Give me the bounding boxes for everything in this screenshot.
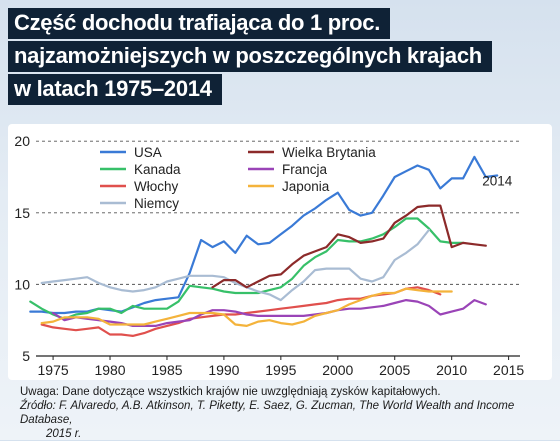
legend-label: Francja [282,162,328,177]
annotation-2014: 2014 [482,174,513,189]
legend-label: Kanada [134,162,181,177]
x-tick-label: 2000 [322,362,353,378]
x-tick-label: 1975 [38,362,69,378]
source-text: Źródło: F. Alvaredo, A.B. Atkinson, T. P… [20,400,515,426]
y-tick-label: 20 [14,133,30,149]
series-line-kanada [29,217,465,320]
title-line-1: Część dochodu trafiająca do 1 proc. [8,8,391,39]
title-line-2: najzamożniejszych w poszczególnych kraja… [8,41,492,72]
chart-panel: 5 10 15 20 1975 1980 1985 1990 1995 2000 2005 2010 2… [8,124,552,380]
series-line-wielka-brytania [211,204,487,289]
x-tick-label: 2005 [379,362,410,378]
x-tick-label: 2015 [493,362,524,378]
footnotes: Uwaga: Dane dotyczące wszystkich krajów … [20,385,550,441]
legend-label: Wielka Brytania [282,145,376,160]
x-tick-label: 1995 [265,362,296,378]
title-line-3: w latach 1975–2014 [8,74,222,105]
x-tick-label: 1990 [208,362,239,378]
line-chart: 5 10 15 20 1975 1980 1985 1990 1995 2000 2005 2010 2… [14,133,524,378]
legend-label: Włochy [134,179,179,194]
legend-label: Japonia [282,179,330,194]
source-year: 2015 r. [46,428,82,440]
series-line-francja [51,299,487,327]
series-line-usa [29,155,499,315]
x-tick-label: 1980 [94,362,125,378]
note-text: Uwaga: Dane dotyczące wszystkich krajów … [20,386,441,398]
y-tick-label: 15 [14,205,30,221]
x-tick-label: 1985 [151,362,182,378]
series-line-niemcy [40,228,430,302]
y-tick-label: 10 [14,276,30,292]
y-tick-label: 5 [22,348,30,364]
chart-title: Część dochodu trafiająca do 1 proc. najz… [8,8,528,107]
x-tick-label: 2010 [436,362,467,378]
series-line-japonia [40,287,453,327]
legend-label: Niemcy [134,196,179,211]
legend-label: USA [134,145,162,160]
